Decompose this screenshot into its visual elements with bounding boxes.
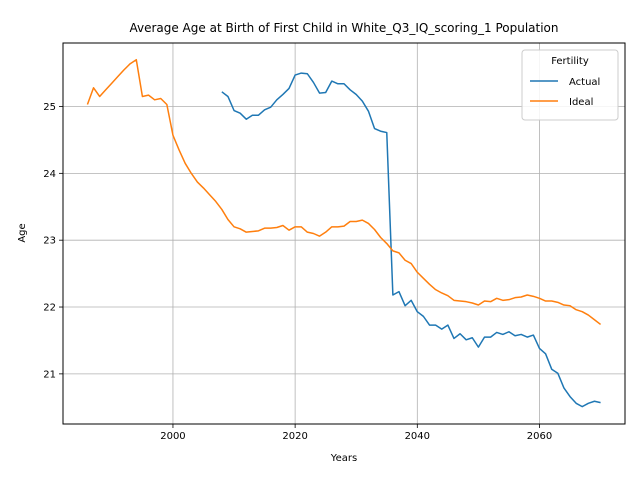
legend-label-actual: Actual — [569, 77, 600, 88]
y-tick-label: 23 — [43, 236, 56, 247]
legend-label-ideal: Ideal — [569, 97, 593, 108]
x-axis-ticks: 2000 2020 2040 2060 — [160, 424, 552, 442]
y-tick-label: 25 — [43, 102, 56, 113]
legend-box — [521, 49, 619, 121]
y-tick-label: 24 — [43, 169, 56, 180]
y-tick-label: 22 — [43, 303, 56, 314]
plot-area-frame — [62, 42, 626, 425]
x-tick-label: 2020 — [282, 431, 307, 442]
series-lines — [86, 58, 602, 408]
y-axis-ticks: 21 22 23 24 25 — [43, 102, 63, 380]
x-axis-label: Years — [330, 453, 357, 464]
series-line-actual — [221, 72, 601, 408]
legend: Fertility Actual Ideal — [521, 49, 619, 121]
legend-title: Fertility — [551, 56, 589, 67]
y-tick-label: 21 — [43, 369, 56, 380]
series-line-ideal — [86, 58, 602, 326]
y-axis-label: Age — [17, 223, 28, 242]
x-tick-label: 2040 — [405, 431, 430, 442]
x-tick-label: 2000 — [160, 431, 185, 442]
x-tick-label: 2060 — [527, 431, 552, 442]
chart-title: Average Age at Birth of First Child in W… — [129, 21, 558, 35]
